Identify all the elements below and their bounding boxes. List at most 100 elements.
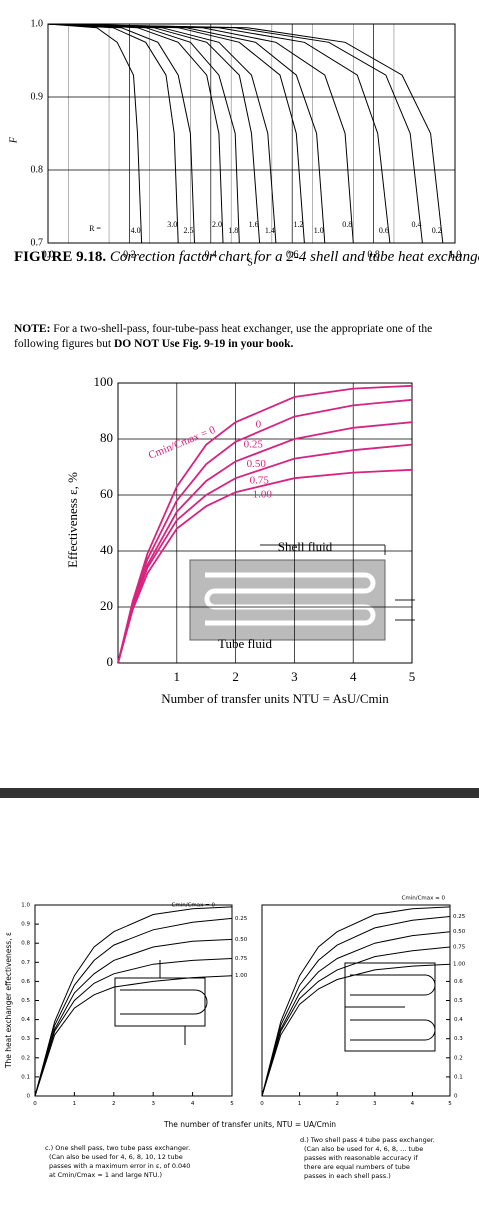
x-tick-label: 0.2 [123, 249, 136, 260]
caption-line: passes with reasonable accuracy if [304, 1154, 418, 1162]
x-tick-label: 0 [33, 1101, 37, 1107]
caption-label: FIGURE 9.18. [14, 249, 107, 265]
y-tick-label: 1.0 [31, 18, 44, 29]
annotation: Cmin/Cmax = 0 [147, 424, 218, 462]
y-tick-label: 80 [100, 430, 113, 445]
series-label: 0.50 [247, 458, 267, 470]
caption-line: d.) Two shell pass 4 tube pass exchanger… [300, 1136, 435, 1144]
y-tick-label: 0.8 [31, 164, 44, 175]
curve [47, 23, 305, 244]
y-axis-label: The heat exchanger effectiveness, ε [4, 932, 13, 1069]
annotation: Cmin/Cmax = 0 [172, 903, 216, 909]
caption-line: c.) One shell pass, two tube pass exchan… [45, 1144, 190, 1152]
y-tick-label: 0.5 [21, 998, 30, 1004]
series-label: 1.00 [235, 973, 248, 979]
curve [47, 23, 261, 244]
y-tick-label: 100 [94, 374, 114, 389]
curve [47, 23, 354, 244]
series-label: 0.50 [453, 929, 466, 935]
x-axis-label: The number of transfer units, NTU = UA/C… [163, 1120, 336, 1129]
note-emphasis: DO NOT Use Fig. 9-19 in your book. [113, 338, 294, 350]
curve [117, 468, 413, 664]
x-tick-label: 3 [373, 1101, 377, 1107]
x-tick-label: 0.4 [205, 249, 218, 260]
caption-line: there are equal numbers of tube [304, 1163, 410, 1171]
y-tick-label: 0.7 [21, 960, 30, 966]
series-label: 1.4 [265, 226, 275, 235]
y-tick-label: 0.4 [454, 1017, 463, 1023]
x-tick-label: 5 [409, 669, 416, 684]
plot-frame [34, 904, 233, 1097]
caption-line: passes in each shell pass.) [304, 1172, 391, 1180]
curve [34, 938, 233, 1097]
x-axis-label: Number of transfer units NTU = AsU/Cmin [161, 691, 389, 706]
y-tick-label: 0.6 [21, 979, 30, 985]
series-label: 0.50 [235, 937, 248, 943]
series-label: 1.2 [293, 220, 303, 229]
curve [47, 23, 143, 244]
series-label: 1.6 [249, 220, 259, 229]
y-axis-label: Effectiveness ε, % [65, 472, 80, 568]
x-tick-label: 1 [298, 1101, 302, 1107]
series-label: 0.25 [453, 914, 466, 920]
note-label: NOTE: [14, 323, 51, 335]
y-tick-label: 0.2 [454, 1055, 463, 1061]
curve [117, 443, 413, 664]
curve [47, 23, 224, 244]
y-tick-label: 0.4 [21, 1017, 30, 1023]
series-label: 0.25 [235, 916, 248, 922]
series-label: 0 [256, 419, 262, 431]
note: NOTE: For a two-shell-pass, four-tube-pa… [14, 322, 476, 352]
x-axis-label: S [247, 257, 253, 268]
curve [261, 946, 451, 1097]
diagram-label: Tube fluid [218, 636, 273, 651]
y-tick-label: 0.3 [21, 1036, 30, 1042]
curve [47, 23, 277, 244]
exchanger-diagram [114, 544, 436, 1052]
annotation: Cmin/Cmax = 0 [402, 896, 446, 902]
y-tick-label: 20 [100, 598, 113, 613]
series-label: 1.8 [228, 226, 238, 235]
curve [261, 916, 451, 1097]
y-tick-label: 0.1 [454, 1074, 463, 1080]
y-tick-label: 0.9 [21, 922, 30, 928]
caption-line: (Can also be used for 4, 6, 8, 10, 12 tu… [49, 1153, 183, 1161]
y-tick-label: 1.0 [21, 903, 30, 909]
annotation: R = [89, 224, 101, 233]
curve [34, 958, 233, 1097]
x-tick-label: 1 [73, 1101, 77, 1107]
series-label: 0.75 [250, 475, 270, 487]
x-tick-label: 4 [191, 1101, 195, 1107]
curve [47, 23, 326, 244]
curve [117, 384, 413, 664]
series-label: 4.0 [131, 226, 141, 235]
curve [47, 23, 195, 244]
y-tick-label: 0.6 [454, 979, 463, 985]
series-label: 0.6 [379, 226, 389, 235]
y-tick-label: 0.7 [31, 237, 44, 248]
y-tick-label: 0.1 [21, 1074, 30, 1080]
y-tick-label: 0 [27, 1094, 31, 1100]
y-axis-label: F [8, 136, 19, 144]
series-label: 0.8 [342, 220, 352, 229]
y-tick-label: 0 [454, 1094, 458, 1100]
series-label: 1.0 [314, 226, 324, 235]
y-tick-label: 0.5 [454, 998, 463, 1004]
caption-line: at Cmin/Cmax = 1 and large NTU.) [49, 1171, 162, 1179]
y-tick-label: 0.9 [31, 91, 44, 102]
y-tick-label: 0 [107, 654, 114, 669]
x-tick-label: 0.6 [286, 249, 299, 260]
curve [47, 23, 444, 244]
x-tick-label: 3 [291, 669, 298, 684]
x-tick-label: 4 [411, 1101, 415, 1107]
series-label: 2.5 [184, 226, 194, 235]
note-text: For a two-shell-pass, four-tube-pass hea… [14, 323, 433, 350]
figure-caption: FIGURE 9.18. Correction factor chart for… [14, 248, 479, 266]
x-tick-label: 4 [350, 669, 357, 684]
series-label: 0.25 [244, 438, 264, 450]
separator [0, 788, 479, 798]
y-tick-label: 0.8 [21, 941, 30, 947]
x-tick-label: 1 [174, 669, 181, 684]
series-label: 3.0 [167, 220, 177, 229]
